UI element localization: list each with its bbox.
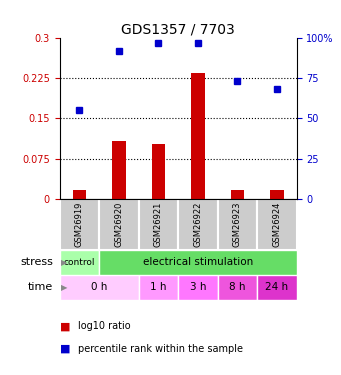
Text: GSM26924: GSM26924 bbox=[272, 202, 281, 247]
Bar bbox=[257, 200, 297, 250]
Bar bbox=[60, 250, 99, 275]
Bar bbox=[178, 275, 218, 300]
Bar bbox=[218, 200, 257, 250]
Text: GSM26920: GSM26920 bbox=[115, 202, 123, 247]
Text: log10 ratio: log10 ratio bbox=[78, 321, 131, 331]
Bar bbox=[99, 200, 139, 250]
Bar bbox=[218, 275, 257, 300]
Bar bbox=[151, 144, 165, 200]
Title: GDS1357 / 7703: GDS1357 / 7703 bbox=[121, 22, 235, 36]
Bar bbox=[139, 275, 178, 300]
Bar bbox=[99, 250, 297, 275]
Text: percentile rank within the sample: percentile rank within the sample bbox=[78, 344, 243, 354]
Bar bbox=[231, 190, 244, 200]
Text: 3 h: 3 h bbox=[190, 282, 206, 292]
Text: GSM26922: GSM26922 bbox=[193, 202, 203, 247]
Text: time: time bbox=[28, 282, 53, 292]
Bar bbox=[60, 200, 99, 250]
Text: GSM26919: GSM26919 bbox=[75, 202, 84, 247]
Bar bbox=[191, 72, 205, 200]
Bar bbox=[139, 200, 178, 250]
Bar bbox=[270, 190, 284, 200]
Text: ■: ■ bbox=[60, 344, 70, 354]
Bar bbox=[178, 200, 218, 250]
Bar bbox=[257, 275, 297, 300]
Text: ▶: ▶ bbox=[61, 283, 68, 292]
Text: electrical stimulation: electrical stimulation bbox=[143, 257, 253, 267]
Text: control: control bbox=[64, 258, 95, 267]
Text: ▶: ▶ bbox=[61, 258, 68, 267]
Bar bbox=[73, 190, 86, 200]
Text: 24 h: 24 h bbox=[265, 282, 288, 292]
Text: 1 h: 1 h bbox=[150, 282, 167, 292]
Text: 8 h: 8 h bbox=[229, 282, 246, 292]
Bar bbox=[60, 275, 139, 300]
Text: GSM26921: GSM26921 bbox=[154, 202, 163, 247]
Text: GSM26923: GSM26923 bbox=[233, 202, 242, 247]
Text: stress: stress bbox=[20, 257, 53, 267]
Text: 0 h: 0 h bbox=[91, 282, 107, 292]
Bar bbox=[112, 141, 126, 200]
Text: ■: ■ bbox=[60, 321, 70, 331]
